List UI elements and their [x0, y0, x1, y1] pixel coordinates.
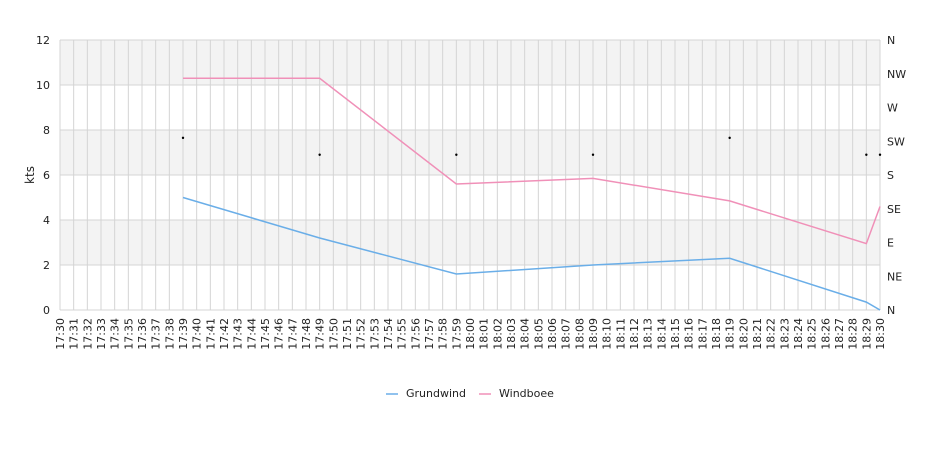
x-tick-label: 17:49 [314, 318, 327, 350]
direction-marker [455, 153, 458, 156]
x-tick-label: 18:20 [737, 318, 750, 350]
y2-tick-label: SE [887, 203, 901, 216]
x-tick-label: 18:27 [833, 318, 846, 350]
x-tick-label: 17:48 [300, 318, 313, 350]
x-tick-label: 18:14 [655, 318, 668, 350]
y-tick-label: 8 [43, 124, 50, 137]
x-tick-label: 18:22 [765, 318, 778, 350]
y2-tick-label: N [887, 34, 895, 47]
y2-axis: N NE E SE S SW W NW N [887, 34, 906, 317]
y-tick-label: 6 [43, 169, 50, 182]
x-tick-label: 18:00 [464, 318, 477, 350]
direction-marker [878, 153, 882, 156]
series-line-0 [182, 196, 881, 311]
y2-tick-label: S [887, 169, 894, 182]
x-tick-label: 17:50 [327, 318, 340, 350]
series-lines [182, 77, 881, 311]
y2-tick-label: NE [887, 270, 902, 283]
x-tick-label: 17:44 [245, 318, 258, 350]
x-tick-label: 17:42 [218, 318, 231, 350]
x-tick-label: 18:19 [724, 318, 737, 350]
x-tick-label: 17:54 [382, 318, 395, 350]
x-tick-label: 18:04 [519, 318, 532, 350]
y-tick-label: 2 [43, 259, 50, 272]
x-tick-label: 18:07 [560, 318, 573, 350]
x-tick-label: 18:23 [778, 318, 791, 350]
x-tick-label: 18:26 [819, 318, 832, 350]
x-tick-label: 18:25 [806, 318, 819, 350]
x-tick-label: 17:34 [109, 318, 122, 350]
y-axis: 0 2 4 6 8 10 12 [36, 34, 50, 317]
x-tick-label: 18:09 [587, 318, 600, 350]
x-tick-label: 17:51 [341, 318, 354, 350]
y2-tick-label: N [887, 304, 895, 317]
legend-label: Windboee [499, 387, 554, 400]
y2-tick-label: W [887, 102, 898, 115]
x-tick-label: 18:24 [792, 318, 805, 350]
y-tick-label: 10 [36, 79, 50, 92]
x-tick-label: 18:05 [532, 318, 545, 350]
x-tick-label: 18:03 [505, 318, 518, 350]
x-tick-label: 18:12 [628, 318, 641, 350]
x-tick-label: 18:15 [669, 318, 682, 350]
series-line-1 [183, 77, 881, 245]
x-tick-label: 17:55 [396, 318, 409, 350]
x-tick-label: 17:41 [204, 318, 217, 350]
x-tick-label: 18:13 [642, 318, 655, 350]
y-axis-label: kts [23, 166, 37, 184]
x-tick-label: 17:39 [177, 318, 190, 350]
x-tick-label: 17:38 [163, 318, 176, 350]
x-tick-label: 18:11 [614, 318, 627, 350]
direction-markers [181, 136, 882, 156]
grid-lines [59, 39, 881, 311]
x-tick-label: 17:36 [136, 318, 149, 350]
x-tick-label: 17:31 [68, 318, 81, 350]
x-tick-label: 18:16 [683, 318, 696, 350]
x-axis: 17:30 17:31 17:32 17:33 17:34 17:35 17:36 17:37… [54, 318, 887, 350]
x-tick-label: 17:58 [437, 318, 450, 350]
x-tick-label: 18:06 [546, 318, 559, 350]
x-tick-label: 18:29 [860, 318, 873, 350]
x-tick-label: 18:10 [601, 318, 614, 350]
y-tick-label: 0 [43, 304, 50, 317]
x-tick-label: 17:33 [95, 318, 108, 350]
x-tick-label: 18:21 [751, 318, 764, 350]
y2-tick-label: E [887, 237, 894, 250]
x-tick-label: 17:40 [191, 318, 204, 350]
x-tick-label: 17:35 [122, 318, 135, 350]
x-tick-label: 18:08 [573, 318, 586, 350]
x-tick-label: 17:53 [368, 318, 381, 350]
x-tick-label: 18:18 [710, 318, 723, 350]
x-tick-label: 17:46 [273, 318, 286, 350]
direction-marker [181, 136, 185, 140]
y-tick-label: 4 [43, 214, 50, 227]
x-tick-label: 17:37 [150, 318, 163, 350]
direction-marker [318, 153, 321, 156]
x-tick-label: 17:57 [423, 318, 436, 350]
x-tick-label: 17:56 [409, 318, 422, 350]
x-tick-label: 18:01 [478, 318, 491, 350]
x-tick-label: 17:30 [54, 318, 67, 350]
x-tick-label: 18:30 [874, 318, 887, 350]
legend: Grundwind Windboee [386, 387, 554, 400]
x-tick-label: 17:52 [355, 318, 368, 350]
x-tick-label: 18:17 [696, 318, 709, 350]
y-tick-label: 12 [36, 34, 50, 47]
direction-marker [728, 136, 731, 140]
direction-marker [591, 153, 595, 156]
x-tick-label: 18:02 [491, 318, 504, 350]
direction-marker [865, 153, 868, 156]
x-tick-label: 17:32 [81, 318, 94, 350]
x-tick-label: 17:43 [232, 318, 245, 350]
x-tick-label: 18:28 [847, 318, 860, 350]
x-tick-label: 17:59 [450, 318, 463, 350]
y2-tick-label: NW [887, 68, 906, 81]
y2-tick-label: SW [887, 135, 905, 148]
x-tick-label: 17:47 [286, 318, 299, 350]
legend-label: Grundwind [406, 387, 466, 400]
x-tick-label: 17:45 [259, 318, 272, 350]
